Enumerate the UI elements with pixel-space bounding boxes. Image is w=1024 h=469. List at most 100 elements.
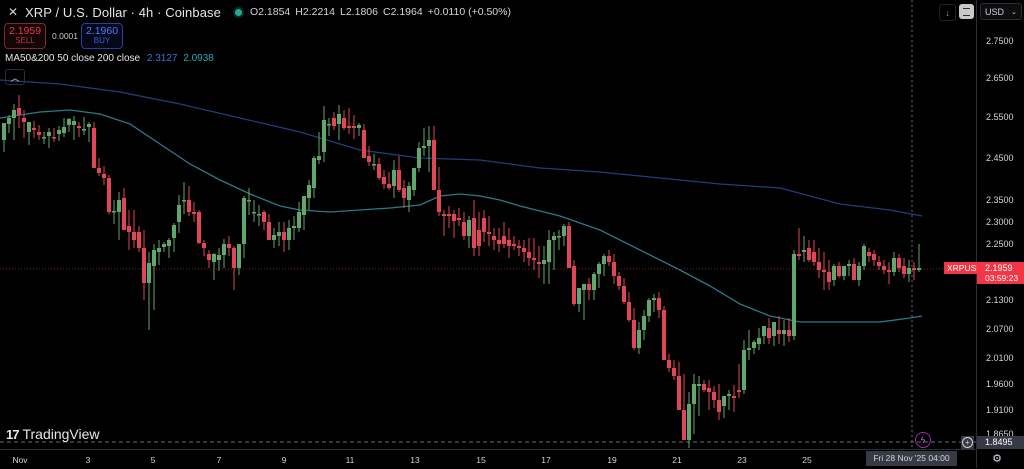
candle[interactable] <box>417 142 421 172</box>
candle[interactable] <box>12 104 16 140</box>
candle[interactable] <box>32 121 36 138</box>
candle[interactable] <box>202 240 206 256</box>
candle[interactable] <box>737 364 741 398</box>
buy-button[interactable]: 2.1960 BUY <box>81 23 123 49</box>
candle[interactable] <box>812 240 816 266</box>
candle[interactable] <box>542 246 546 284</box>
candle[interactable] <box>452 210 456 238</box>
candle[interactable] <box>887 262 891 284</box>
candle[interactable] <box>327 118 331 136</box>
candle[interactable] <box>242 196 246 258</box>
candle[interactable] <box>237 244 241 275</box>
candle[interactable] <box>502 222 506 248</box>
ma50-line[interactable] <box>0 79 923 217</box>
candle[interactable] <box>827 260 831 290</box>
price-chart-canvas[interactable] <box>0 0 976 449</box>
candle[interactable] <box>602 254 606 276</box>
candle[interactable] <box>857 262 861 286</box>
candle[interactable] <box>392 160 396 198</box>
candle[interactable] <box>702 380 706 392</box>
candle[interactable] <box>522 240 526 262</box>
ma200-line[interactable] <box>0 109 923 323</box>
candle[interactable] <box>432 126 436 190</box>
candle[interactable] <box>772 322 776 346</box>
candle[interactable] <box>382 170 386 189</box>
candle[interactable] <box>852 258 856 280</box>
candle[interactable] <box>862 244 866 270</box>
time-axis[interactable]: Nov 3 5 7 9 11 13 15 17 19 21 23 25 <box>0 449 976 469</box>
candle[interactable] <box>172 223 176 252</box>
candle[interactable] <box>532 238 536 270</box>
candle[interactable] <box>472 200 476 256</box>
candle[interactable] <box>872 250 876 266</box>
candle[interactable] <box>562 224 566 246</box>
candle[interactable] <box>27 122 31 145</box>
candle[interactable] <box>492 228 496 250</box>
candle[interactable] <box>397 156 401 192</box>
candle[interactable] <box>497 228 501 252</box>
candle[interactable] <box>212 253 216 280</box>
candle[interactable] <box>362 124 366 158</box>
candle[interactable] <box>357 123 361 136</box>
candle[interactable] <box>267 214 271 240</box>
candle[interactable] <box>182 182 186 214</box>
candle[interactable] <box>157 240 161 265</box>
candle[interactable] <box>907 260 911 282</box>
candle[interactable] <box>97 158 101 176</box>
candle[interactable] <box>162 242 166 252</box>
candle[interactable] <box>632 308 636 350</box>
candle[interactable] <box>37 125 41 140</box>
candle[interactable] <box>127 210 131 250</box>
candle[interactable] <box>627 292 631 322</box>
candle[interactable] <box>62 118 66 137</box>
candle[interactable] <box>187 186 191 216</box>
candle[interactable] <box>92 122 96 168</box>
candle[interactable] <box>77 122 81 137</box>
candle[interactable] <box>377 158 381 180</box>
candle[interactable] <box>427 126 431 172</box>
candle[interactable] <box>657 292 661 318</box>
candle[interactable] <box>672 360 676 380</box>
candle[interactable] <box>387 172 391 190</box>
candle[interactable] <box>837 262 841 278</box>
candle[interactable] <box>247 188 251 215</box>
candle[interactable] <box>192 202 196 222</box>
candle[interactable] <box>877 256 881 270</box>
candle[interactable] <box>747 330 751 360</box>
candle[interactable] <box>847 260 851 276</box>
candle[interactable] <box>87 122 91 142</box>
candle[interactable] <box>807 240 811 262</box>
candle[interactable] <box>917 244 921 272</box>
candle[interactable] <box>252 200 256 222</box>
candle[interactable] <box>692 374 696 434</box>
candle[interactable] <box>197 210 201 244</box>
candle[interactable] <box>207 250 211 268</box>
candle[interactable] <box>577 288 581 312</box>
candle[interactable] <box>17 95 21 128</box>
candle[interactable] <box>722 396 726 418</box>
candle[interactable] <box>647 298 651 322</box>
candle[interactable] <box>467 216 471 248</box>
candle[interactable] <box>582 284 586 320</box>
candle[interactable] <box>897 254 901 272</box>
candle[interactable] <box>752 340 756 354</box>
candle[interactable] <box>67 118 71 132</box>
candle[interactable] <box>107 175 111 214</box>
candle[interactable] <box>622 278 626 304</box>
price-axis[interactable]: 2.7500 2.6500 2.5500 2.4500 2.3500 2.3000 2.25… <box>976 0 1024 468</box>
candle[interactable] <box>697 376 701 416</box>
candle[interactable] <box>332 112 336 130</box>
close-icon[interactable]: ✕ <box>7 5 19 19</box>
candle[interactable] <box>457 208 461 226</box>
candle[interactable] <box>687 392 691 448</box>
candle[interactable] <box>232 246 236 290</box>
candle[interactable] <box>217 248 221 271</box>
candle[interactable] <box>567 222 571 268</box>
candle[interactable] <box>402 180 406 208</box>
scroll-to-realtime-button[interactable]: ↓ <box>939 4 956 21</box>
candle[interactable] <box>372 154 376 170</box>
candle[interactable] <box>137 226 141 252</box>
currency-select[interactable]: USD ⌄ <box>980 3 1022 20</box>
candle[interactable] <box>677 362 681 410</box>
candle[interactable] <box>437 167 441 216</box>
